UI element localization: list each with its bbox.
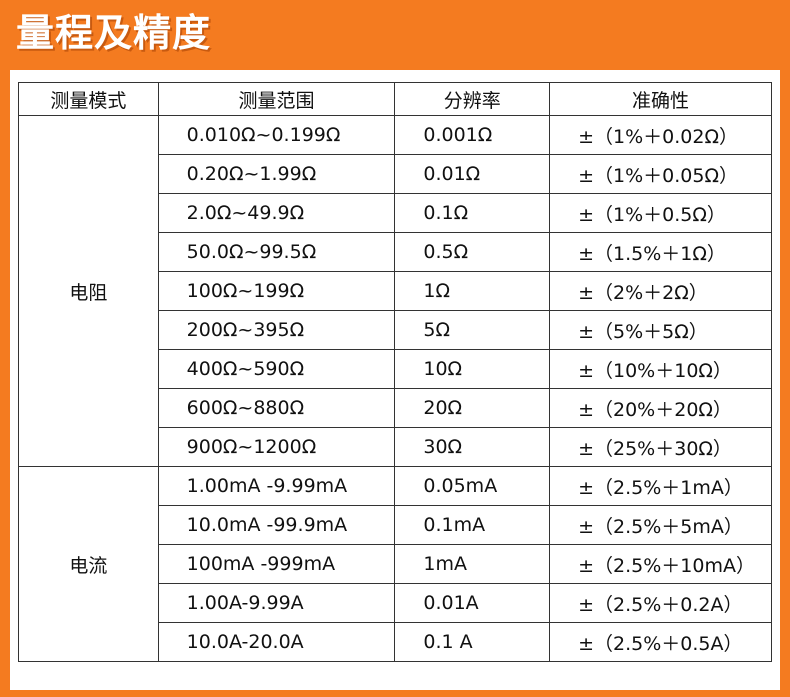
mode-cell: 电阻 — [18, 115, 159, 467]
cell: ±（2.5%＋0.2A） — [549, 583, 772, 623]
cell: 5Ω — [394, 310, 551, 350]
cell: ±（20%＋20Ω） — [549, 388, 772, 428]
cell: 0.001Ω — [394, 115, 551, 155]
spec-table: 测量模式 测量范围 分辨率 准确性 电阻 0.010Ω~0.199Ω 0.001Ω ±（1%… — [18, 82, 772, 662]
mode-cell: 电流 — [18, 466, 159, 662]
title: 量程及精度 — [16, 11, 212, 55]
cell: 900Ω~1200Ω — [157, 427, 396, 467]
cell: 1Ω — [394, 271, 551, 311]
row: 100Ω~199Ω 1Ω ±（2%＋2Ω） — [19, 271, 772, 311]
cell: 0.01A — [394, 583, 551, 623]
cell: 1.00A-9.99A — [157, 583, 396, 623]
cell: ±（2.5%＋5mA） — [549, 505, 772, 545]
row: 10.0A-20.0A 0.1 A ±（2.5%＋0.5A） — [19, 622, 772, 662]
cell: 50.0Ω~99.5Ω — [157, 232, 396, 272]
row: 0.20Ω~1.99Ω 0.01Ω ±（1%＋0.05Ω） — [19, 154, 772, 194]
cell: 30Ω — [394, 427, 551, 467]
cell: 1.00mA -9.99mA — [157, 466, 396, 506]
row: 900Ω~1200Ω 30Ω ±（25%＋30Ω） — [19, 427, 772, 467]
column-header: 测量模式 — [18, 82, 159, 116]
cell: 10.0mA -99.9mA — [157, 505, 396, 545]
cell: 600Ω~880Ω — [157, 388, 396, 428]
column-header: 分辨率 — [394, 82, 551, 116]
row: 600Ω~880Ω 20Ω ±（20%＋20Ω） — [19, 388, 772, 428]
cell: 400Ω~590Ω — [157, 349, 396, 389]
cell: 0.1mA — [394, 505, 551, 545]
cell: ±（5%＋5Ω） — [549, 310, 772, 350]
table-body: 电阻 0.010Ω~0.199Ω 0.001Ω ±（1%＋0.02Ω） 0.20Ω~1.… — [18, 115, 772, 662]
cell: 0.010Ω~0.199Ω — [157, 115, 396, 155]
row: 400Ω~590Ω 10Ω ±（10%＋10Ω） — [19, 349, 772, 389]
cell: ±（1%＋0.02Ω） — [549, 115, 772, 155]
row: 200Ω~395Ω 5Ω ±（5%＋5Ω） — [19, 310, 772, 350]
cell: ±（1.5%＋1Ω） — [549, 232, 772, 272]
cell: 0.20Ω~1.99Ω — [157, 154, 396, 194]
cell: 1mA — [394, 544, 551, 584]
cell: ±（1%＋0.05Ω） — [549, 154, 772, 194]
header-row: 测量模式 测量范围 分辨率 准确性 — [18, 82, 772, 116]
cell: 200Ω~395Ω — [157, 310, 396, 350]
cell: 10.0A-20.0A — [157, 622, 396, 662]
column-header: 准确性 — [549, 82, 772, 116]
cell: 0.1 A — [394, 622, 551, 662]
cell: 0.1Ω — [394, 193, 551, 233]
cell: ±（2.5%＋10mA） — [549, 544, 772, 584]
row: 电阻 0.010Ω~0.199Ω 0.001Ω ±（1%＋0.02Ω） — [18, 115, 772, 467]
row: 100mA -999mA 1mA ±（2.5%＋10mA） — [19, 544, 772, 584]
cell: 2.0Ω~49.9Ω — [157, 193, 396, 233]
row: 电流 1.00mA -9.99mA 0.05mA ±（2.5%＋1mA） — [18, 466, 772, 662]
cell: 100mA -999mA — [157, 544, 396, 584]
cell: ±（2%＋2Ω） — [549, 271, 772, 311]
cell: ±（2.5%＋1mA） — [549, 466, 772, 506]
cell: 0.01Ω — [394, 154, 551, 194]
column-header: 测量范围 — [157, 82, 396, 116]
row: 2.0Ω~49.9Ω 0.1Ω ±（1%＋0.5Ω） — [19, 193, 772, 233]
row: 50.0Ω~99.5Ω 0.5Ω ±（1.5%＋1Ω） — [19, 232, 772, 272]
cell: 20Ω — [394, 388, 551, 428]
cell: ±（25%＋30Ω） — [549, 427, 772, 467]
cell: 10Ω — [394, 349, 551, 389]
row: 1.00A-9.99A 0.01A ±（2.5%＋0.2A） — [19, 583, 772, 623]
cell: 0.5Ω — [394, 232, 551, 272]
panel: 测量模式 测量范围 分辨率 准确性 电阻 0.010Ω~0.199Ω 0.001Ω ±（1%… — [10, 70, 780, 690]
row: 10.0mA -99.9mA 0.1mA ±（2.5%＋5mA） — [19, 505, 772, 545]
cell: ±（10%＋10Ω） — [549, 349, 772, 389]
cell: ±（1%＋0.5Ω） — [549, 193, 772, 233]
cell: 100Ω~199Ω — [157, 271, 396, 311]
cell: 0.05mA — [394, 466, 551, 506]
cell: ±（2.5%＋0.5A） — [549, 622, 772, 662]
